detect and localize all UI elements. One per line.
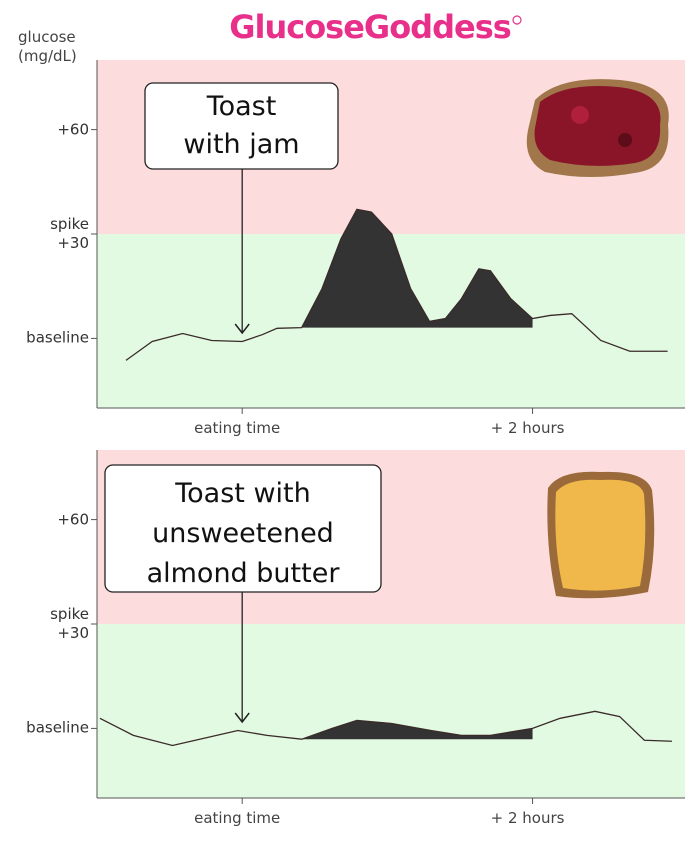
y-tick-label: baseline	[26, 718, 89, 737]
almond-butter	[555, 479, 646, 591]
annotation-text: almond butter	[147, 558, 341, 589]
y-tick-label: spike +30	[50, 605, 89, 642]
y-tick-label: baseline	[26, 328, 89, 347]
jam-spot	[618, 133, 632, 147]
y-axis-label: glucose	[18, 28, 76, 46]
toast-almond-image	[547, 471, 655, 599]
glucose-line	[125, 208, 668, 361]
annotation-text: unsweetened	[152, 518, 334, 549]
brand-logo: GlucoseGoddess	[229, 8, 511, 46]
x-tick-label: eating time	[194, 809, 280, 827]
annotation-box	[144, 82, 339, 170]
y-axis-label: (mg/dL)	[18, 47, 77, 65]
y-tick-label: +60	[57, 510, 89, 529]
x-tick-label: eating time	[194, 419, 280, 437]
spike-area	[301, 209, 533, 328]
annotation-arrowhead	[234, 712, 250, 724]
x-tick-label: + 2 hours	[491, 809, 565, 827]
annotation-arrowhead	[234, 323, 250, 335]
logo-mark	[512, 15, 522, 25]
y-tick-label: spike +30	[50, 215, 89, 252]
annotation-box	[104, 464, 382, 593]
toast-jam-image	[526, 79, 669, 177]
safe-zone	[97, 624, 685, 798]
annotation-text: with jam	[183, 129, 299, 160]
glucose-line	[99, 710, 672, 747]
y-tick-label: +60	[57, 120, 89, 139]
annotation-text: Toast	[206, 91, 277, 122]
annotation-text: Toast with	[174, 478, 311, 509]
jam-spot	[571, 106, 589, 124]
spike-area	[301, 720, 533, 740]
jam	[534, 86, 661, 166]
x-tick-label: + 2 hours	[491, 419, 565, 437]
